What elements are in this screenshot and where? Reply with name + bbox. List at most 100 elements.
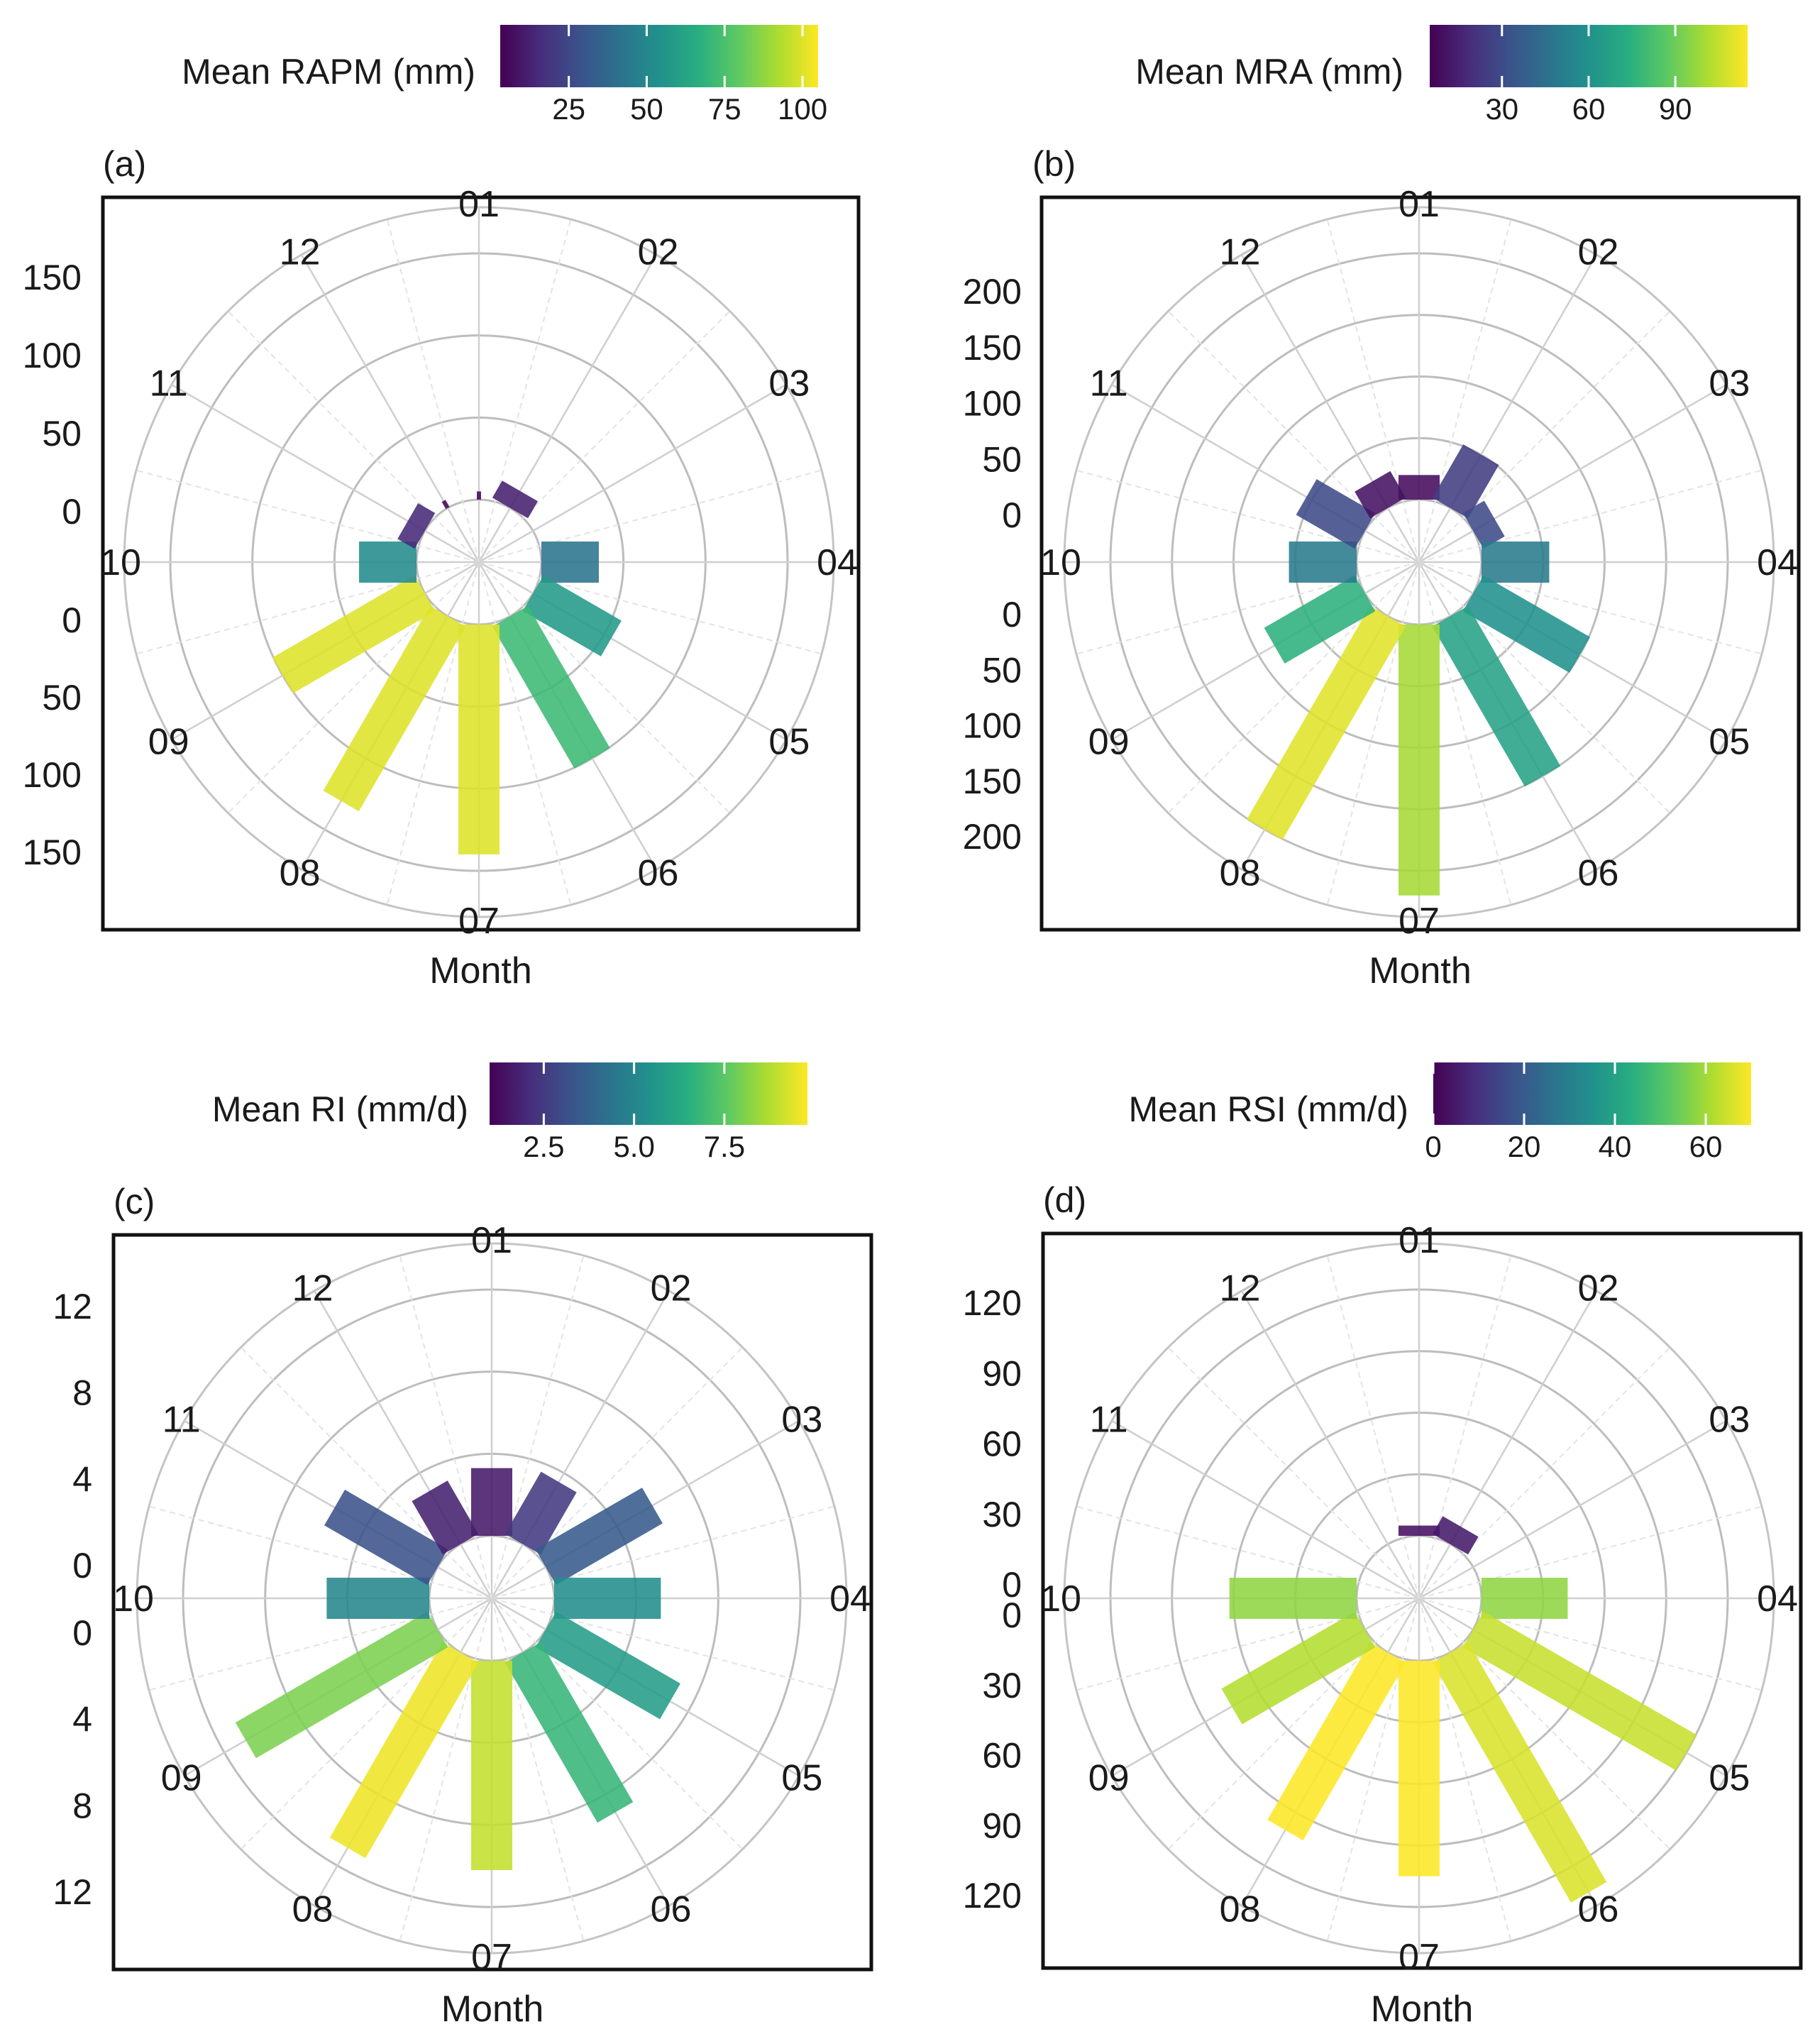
grid-spoke-minor <box>478 561 731 814</box>
grid-spoke-minor <box>240 1346 492 1599</box>
radial-tick-label: 200 <box>963 817 1022 857</box>
month-label-11: 11 <box>1090 1400 1128 1441</box>
month-label-09: 09 <box>161 1758 202 1799</box>
radial-tick-label: 150 <box>23 833 82 872</box>
bar-11 <box>1296 479 1376 549</box>
month-label-01: 01 <box>1399 184 1440 225</box>
radial-axis: 150 100 50 0 0 50 100 150 <box>23 258 82 872</box>
chart-panel-0: (a)Mean RAPM (mm)25 50 75 10001020304050607… <box>23 25 861 991</box>
bar-02 <box>492 480 538 519</box>
month-label-02: 02 <box>638 232 679 273</box>
panel-label: (a) <box>103 144 146 184</box>
colorbar: Mean MRA (mm) 30 60 90 <box>1135 25 1748 126</box>
month-label-07: 07 <box>1399 901 1440 942</box>
month-label-05: 05 <box>1709 1758 1750 1799</box>
colorbar-tick-label: 90 <box>1659 92 1692 126</box>
radial-tick-label: 0 <box>1002 1595 1022 1635</box>
bar-08 <box>1267 1642 1406 1841</box>
grid-spoke <box>313 1290 493 1599</box>
colorbar-tick-label: 7.5 <box>704 1130 745 1163</box>
month-label-09: 09 <box>1088 1758 1130 1799</box>
radial-tick-label: 120 <box>963 1283 1022 1323</box>
bar-09 <box>235 1611 448 1759</box>
colorbar-tick-label: 25 <box>552 92 585 126</box>
radial-tick-label: 150 <box>963 328 1022 368</box>
grid-spoke <box>478 254 658 563</box>
grid-spoke-minor <box>491 1346 744 1599</box>
colorbar-label: Mean RAPM (mm) <box>182 52 475 92</box>
radial-axis: 12 8 4 0 0 4 8 12 <box>53 1287 92 1912</box>
bar-07 <box>1399 625 1440 896</box>
radial-tick-label: 0 <box>1002 1565 1022 1605</box>
month-label-02: 02 <box>1578 1268 1619 1309</box>
grid-spoke <box>1240 254 1420 563</box>
bar-01 <box>1399 475 1440 500</box>
bar-02 <box>1432 444 1499 519</box>
radial-tick-label: 90 <box>982 1353 1022 1393</box>
radial-tick-label: 12 <box>53 1287 92 1326</box>
month-label-10: 10 <box>1040 542 1081 583</box>
grid-spoke <box>300 254 480 563</box>
bars <box>272 480 622 855</box>
bars <box>1247 444 1590 896</box>
chart-panel-3: (d) Mean RSI (mm/d)0 20 40 60 010203040506070… <box>963 1062 1803 2030</box>
grid-spoke <box>478 561 787 741</box>
panel-label: (d) <box>1043 1180 1086 1220</box>
month-label-11: 11 <box>150 363 188 405</box>
grid-spoke <box>1418 383 1727 564</box>
colorbar-tick-label: 60 <box>1689 1130 1723 1163</box>
radial-tick-label: 4 <box>72 1459 92 1499</box>
panel-frame <box>1041 1231 1803 1970</box>
month-label-08: 08 <box>292 1889 333 1930</box>
panel-label: (b) <box>1032 144 1076 184</box>
bar-10 <box>1229 1578 1357 1619</box>
bar-10 <box>1289 542 1357 583</box>
colorbar-tick-label: 2.5 <box>523 1130 564 1163</box>
month-label-03: 03 <box>768 363 810 405</box>
bar-07 <box>458 625 500 855</box>
month-label-02: 02 <box>651 1268 692 1309</box>
bar-05 <box>1462 575 1590 673</box>
month-label-09: 09 <box>148 722 189 763</box>
chart-panel-1: (b) Mean MRA (mm) 30 60 90 01 02 03 04 05 06 07 08 09… <box>963 25 1801 991</box>
colorbar-tick-label: 60 <box>1572 92 1606 126</box>
month-label-11: 11 <box>162 1400 201 1441</box>
grid-spoke <box>1111 383 1420 564</box>
colorbar-tick-label: 100 <box>778 92 827 126</box>
bar-04 <box>1481 1578 1568 1619</box>
month-label-04: 04 <box>817 542 858 583</box>
grid-spoke-minor <box>1418 1505 1762 1599</box>
radial-tick-label: 4 <box>72 1700 92 1740</box>
grid-spoke <box>1418 1419 1727 1600</box>
colorbar: Mean RSI (mm/d) 0 20 40 60 <box>1128 1062 1751 1163</box>
bar-10 <box>359 542 416 583</box>
radial-tick-label: 100 <box>23 336 82 375</box>
bar-09 <box>272 575 436 693</box>
month-label-07: 07 <box>1399 1937 1440 1978</box>
grid-spoke-minor <box>227 310 480 563</box>
bar-05 <box>535 1611 681 1720</box>
month-labels: 01 02 03 04 05 06 07 08 09 10 11 12 <box>1040 1220 1798 1978</box>
month-label-12: 12 <box>1220 232 1261 273</box>
bar-08 <box>1247 605 1406 840</box>
radial-tick-label: 50 <box>42 414 82 454</box>
bar-07 <box>1399 1661 1440 1877</box>
radial-tick-label: 50 <box>42 678 82 718</box>
radial-tick-label: 100 <box>963 384 1022 424</box>
bar-09 <box>1264 575 1376 664</box>
month-label-07: 07 <box>471 1937 512 1978</box>
grid-spoke <box>1111 561 1420 741</box>
bar-12 <box>1355 471 1406 519</box>
month-label-02: 02 <box>1578 232 1619 273</box>
month-label-03: 03 <box>781 1400 822 1441</box>
radial-tick-label: 30 <box>982 1666 1022 1705</box>
bar-03 <box>1462 500 1505 549</box>
colorbar-gradient <box>490 1062 807 1125</box>
radial-tick-label: 50 <box>982 439 1022 479</box>
month-label-09: 09 <box>1088 722 1130 763</box>
grid-spoke <box>1418 1290 1598 1599</box>
bar-03 <box>535 1488 663 1586</box>
grid-spoke-minor <box>1326 1255 1420 1599</box>
radial-tick-label: 100 <box>23 755 82 795</box>
